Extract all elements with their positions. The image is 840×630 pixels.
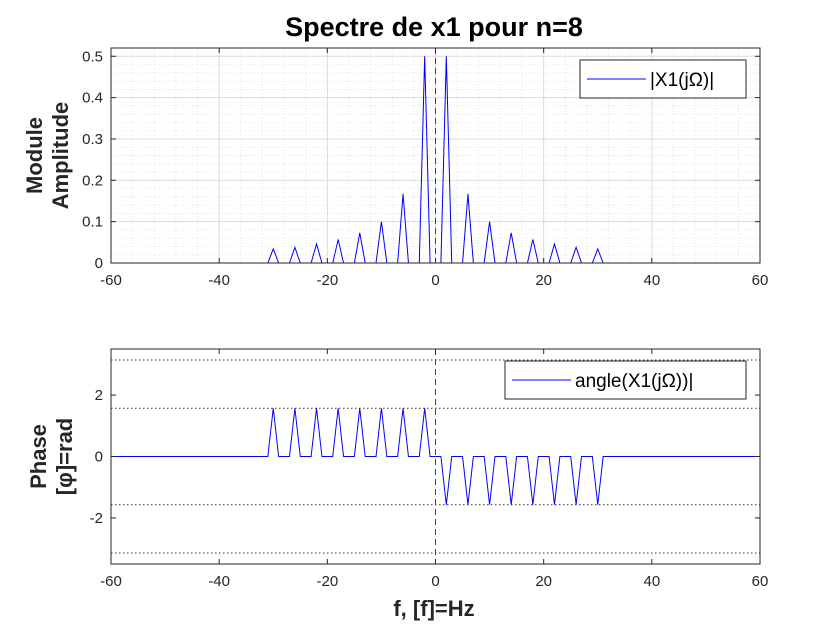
figure-title: Spectre de x1 pour n=8: [285, 12, 583, 42]
y-axis-label-line: [φ]=rad: [52, 418, 77, 495]
legend-label: |X1(jΩ)|: [650, 70, 714, 91]
y-tick-label: 2: [95, 387, 103, 404]
x-tick-label: -40: [208, 272, 230, 289]
y-tick-label: -2: [90, 510, 103, 527]
y-axis-label-line: Phase: [26, 424, 51, 489]
y-tick-label: 0.2: [82, 172, 103, 189]
x-tick-label: -60: [100, 272, 122, 289]
legend-box: [504, 360, 747, 400]
x-tick-label: 60: [752, 272, 769, 289]
magnitude-legend: |X1(jΩ)|: [579, 59, 747, 99]
phase-ylabel: Phase[φ]=rad: [26, 418, 77, 495]
x-tick-label: 0: [431, 573, 439, 590]
y-axis-label: Phase[φ]=rad: [26, 418, 77, 495]
x-tick-label: -20: [316, 272, 338, 289]
phase-ticks: -60 -40 -20 0 20 40 60-202: [90, 349, 769, 590]
y-axis-label-line: Amplitude: [48, 102, 73, 210]
y-axis-label-line: Module: [22, 117, 47, 194]
magnitude-ylabel: ModuleAmplitude: [22, 102, 73, 210]
series-line: [111, 408, 760, 505]
legend-label: angle(X1(jΩ))|: [575, 371, 693, 392]
y-axis-label: ModuleAmplitude: [22, 102, 73, 210]
phase-plot: -60 -40 -20 0 20 40 60-202 Phase[φ]=rad angle(…: [26, 348, 769, 590]
y-tick-label: 0.3: [82, 131, 103, 148]
x-tick-label: 40: [643, 272, 660, 289]
phase-series: [111, 408, 760, 505]
phase-legend: angle(X1(jΩ))|: [504, 360, 747, 400]
y-tick-label: 0.5: [82, 48, 103, 65]
x-axis-label: f, [f]=Hz: [393, 596, 474, 621]
x-tick-label: 40: [643, 573, 660, 590]
x-tick-label: 20: [535, 272, 552, 289]
y-tick-label: 0.1: [82, 214, 103, 231]
x-tick-label: 20: [535, 573, 552, 590]
x-tick-label: -60: [100, 573, 122, 590]
y-tick-label: 0: [95, 449, 103, 466]
x-tick-label: -40: [208, 573, 230, 590]
magnitude-plot: -60 -40 -20 0 20 40 60 0 0.1 0.2 0.3 0.4 0.5 ModuleA…: [22, 47, 768, 289]
x-tick-label: -20: [316, 573, 338, 590]
y-tick-label: 0: [95, 255, 103, 272]
x-tick-label: 60: [752, 573, 769, 590]
x-tick-label: 0: [431, 272, 439, 289]
magnitude-ticks: -60 -40 -20 0 20 40 60 0 0.1 0.2 0.3 0.4 0.5: [82, 48, 768, 289]
y-tick-label: 0.4: [82, 90, 103, 107]
